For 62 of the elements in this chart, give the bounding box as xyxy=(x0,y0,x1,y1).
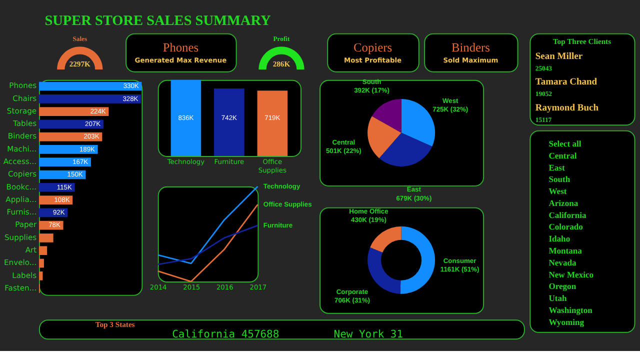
bar xyxy=(38,246,48,256)
bar xyxy=(38,258,44,268)
text: West xyxy=(548,186,567,196)
bar xyxy=(38,94,142,104)
text: New York 31 xyxy=(334,328,404,341)
text: Washington xyxy=(548,304,593,315)
y-tick-label: Chairs xyxy=(12,94,37,103)
y-tick-label: Access... xyxy=(3,157,37,166)
text: Idaho xyxy=(548,234,570,244)
text: Tamara Chand xyxy=(535,78,598,88)
text: Nevada xyxy=(548,257,577,268)
text: South xyxy=(548,174,570,184)
text: Utah xyxy=(548,293,567,304)
text: Top Three Clients xyxy=(552,36,612,46)
text: Colorado xyxy=(548,222,583,232)
y-tick-label: Tables xyxy=(12,119,37,128)
y-tick-label: Supplies xyxy=(4,232,37,242)
bar xyxy=(38,107,109,116)
text: Top 3 States xyxy=(95,320,135,330)
text: Central xyxy=(548,150,578,160)
bar xyxy=(38,182,75,192)
text: Montana xyxy=(548,245,583,256)
y-tick-label: Binders xyxy=(8,132,37,141)
text: Wyoming xyxy=(548,316,585,327)
y-tick-label: Fasten... xyxy=(4,283,37,292)
y-tick-label: Labels xyxy=(12,270,37,280)
text: Select all xyxy=(548,138,582,148)
text: SUPER STORE SALES SUMMARY xyxy=(44,12,272,29)
y-tick-label: Copiers xyxy=(8,170,37,179)
text: Phones xyxy=(162,40,199,55)
pie-slice xyxy=(379,132,432,166)
text: Copiers xyxy=(354,40,392,55)
bar xyxy=(38,145,98,154)
text: Oregon xyxy=(548,281,576,292)
text: Arizona xyxy=(548,198,579,208)
pie-slice xyxy=(368,116,402,158)
y-tick-label: Phones xyxy=(9,81,37,90)
y-tick-label: Paper xyxy=(15,220,38,230)
bar xyxy=(38,271,43,280)
y-tick-label: Storage xyxy=(6,106,37,116)
bar xyxy=(38,234,54,242)
text: East xyxy=(548,162,566,172)
text: New Mexico xyxy=(548,269,594,280)
text: Raymond Buch xyxy=(535,103,600,114)
donut-slice xyxy=(370,226,402,252)
text: California 457688 xyxy=(172,328,280,341)
bar xyxy=(38,82,142,91)
donut-slice xyxy=(400,226,436,294)
y-tick-label: Envelo... xyxy=(4,258,37,268)
bar xyxy=(38,158,91,167)
y-tick-label: Bookc... xyxy=(6,182,37,192)
y-tick-label: Applia... xyxy=(6,194,37,204)
pie-slice xyxy=(372,98,402,133)
text: Sean Miller xyxy=(535,52,584,62)
text: 2297K xyxy=(69,60,91,69)
y-tick-label: Art xyxy=(25,246,37,254)
y-tick-label: Furnis... xyxy=(6,208,37,217)
donut-slice xyxy=(368,247,401,294)
text: 286K xyxy=(272,60,290,69)
text: California xyxy=(548,210,587,220)
y-tick-label: Machi... xyxy=(7,144,37,154)
text: Binders xyxy=(452,40,490,55)
